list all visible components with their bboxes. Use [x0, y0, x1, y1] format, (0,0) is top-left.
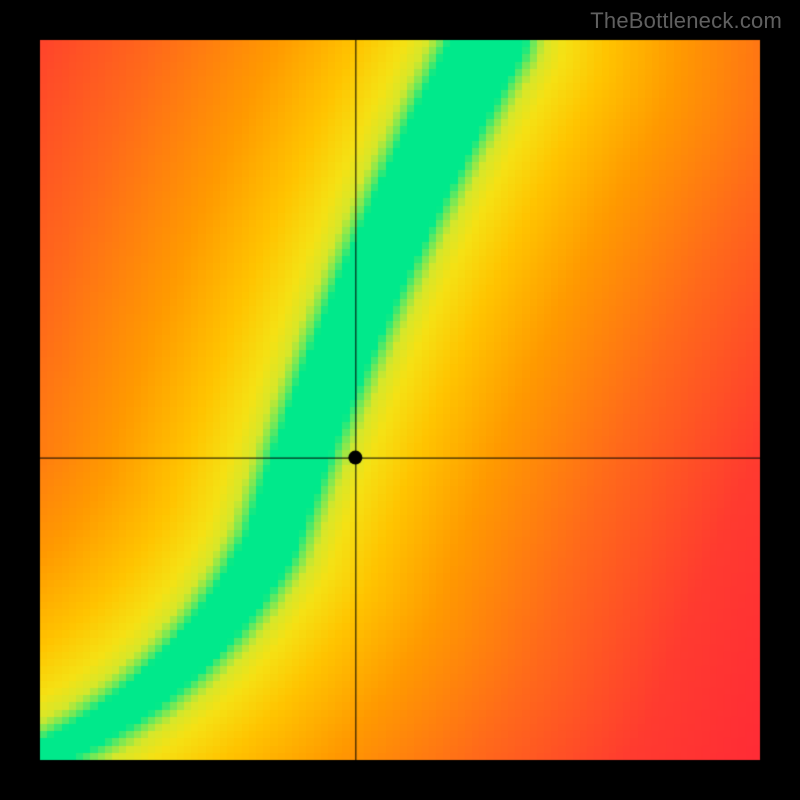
- bottleneck-heatmap: [0, 0, 800, 800]
- watermark-text: TheBottleneck.com: [590, 8, 782, 34]
- chart-container: TheBottleneck.com: [0, 0, 800, 800]
